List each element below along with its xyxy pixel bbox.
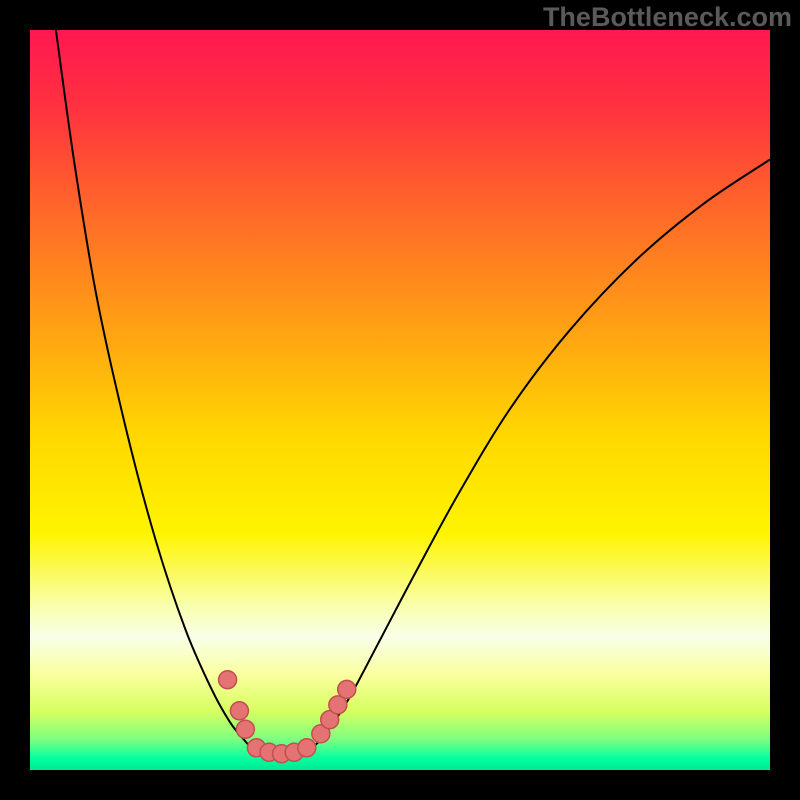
data-marker <box>236 720 254 738</box>
chart-container: TheBottleneck.com <box>0 0 800 800</box>
watermark-text: TheBottleneck.com <box>543 2 792 33</box>
data-marker <box>298 739 316 757</box>
chart-svg <box>30 30 770 770</box>
data-marker <box>338 680 356 698</box>
gradient-background <box>30 30 770 770</box>
plot-area <box>30 30 770 770</box>
data-marker <box>219 671 237 689</box>
data-marker <box>230 702 248 720</box>
